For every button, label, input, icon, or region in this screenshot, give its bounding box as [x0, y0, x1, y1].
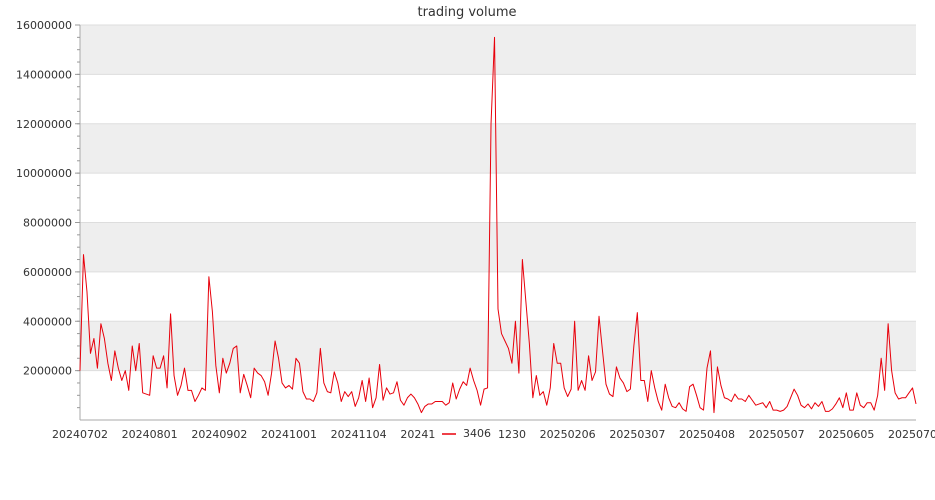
x-tick-label: 20241104	[331, 428, 387, 441]
x-tick-label: 20250507	[749, 428, 805, 441]
x-tick-label: 20250307	[609, 428, 665, 441]
plot-area	[79, 36, 917, 414]
legend-label: 3406	[463, 427, 491, 440]
x-tick-label: 20240702	[52, 428, 108, 441]
x-tick-label: 20250408	[679, 428, 735, 441]
grid-band	[80, 25, 916, 75]
series-line	[79, 36, 917, 414]
x-tick-label: 20250605	[818, 428, 874, 441]
y-tick-label: 16000000	[16, 19, 72, 32]
y-tick-label: 12000000	[16, 118, 72, 131]
grid-band	[80, 222, 916, 272]
chart-title: trading volume	[417, 5, 516, 20]
grid-band	[80, 321, 916, 371]
y-tick-label: 2000000	[23, 365, 72, 378]
y-tick-label: 14000000	[16, 68, 72, 81]
legend: 3406	[436, 426, 498, 440]
grid-bands	[80, 24, 916, 372]
y-tick-label: 6000000	[23, 266, 72, 279]
x-tick-label: 20240902	[191, 428, 247, 441]
x-tick-label: 20250206	[540, 428, 596, 441]
x-tick-label: 20241001	[261, 428, 317, 441]
y-tick-label: 10000000	[16, 167, 72, 180]
grid-band	[80, 123, 916, 174]
legend-background	[436, 426, 498, 440]
x-tick-label: 20240801	[122, 428, 178, 441]
y-tick-label: 8000000	[23, 217, 72, 230]
y-tick-label: 4000000	[23, 315, 72, 328]
y-axis: 2000000 4000000 6000000 8000000 10000000 1200…	[16, 19, 81, 420]
